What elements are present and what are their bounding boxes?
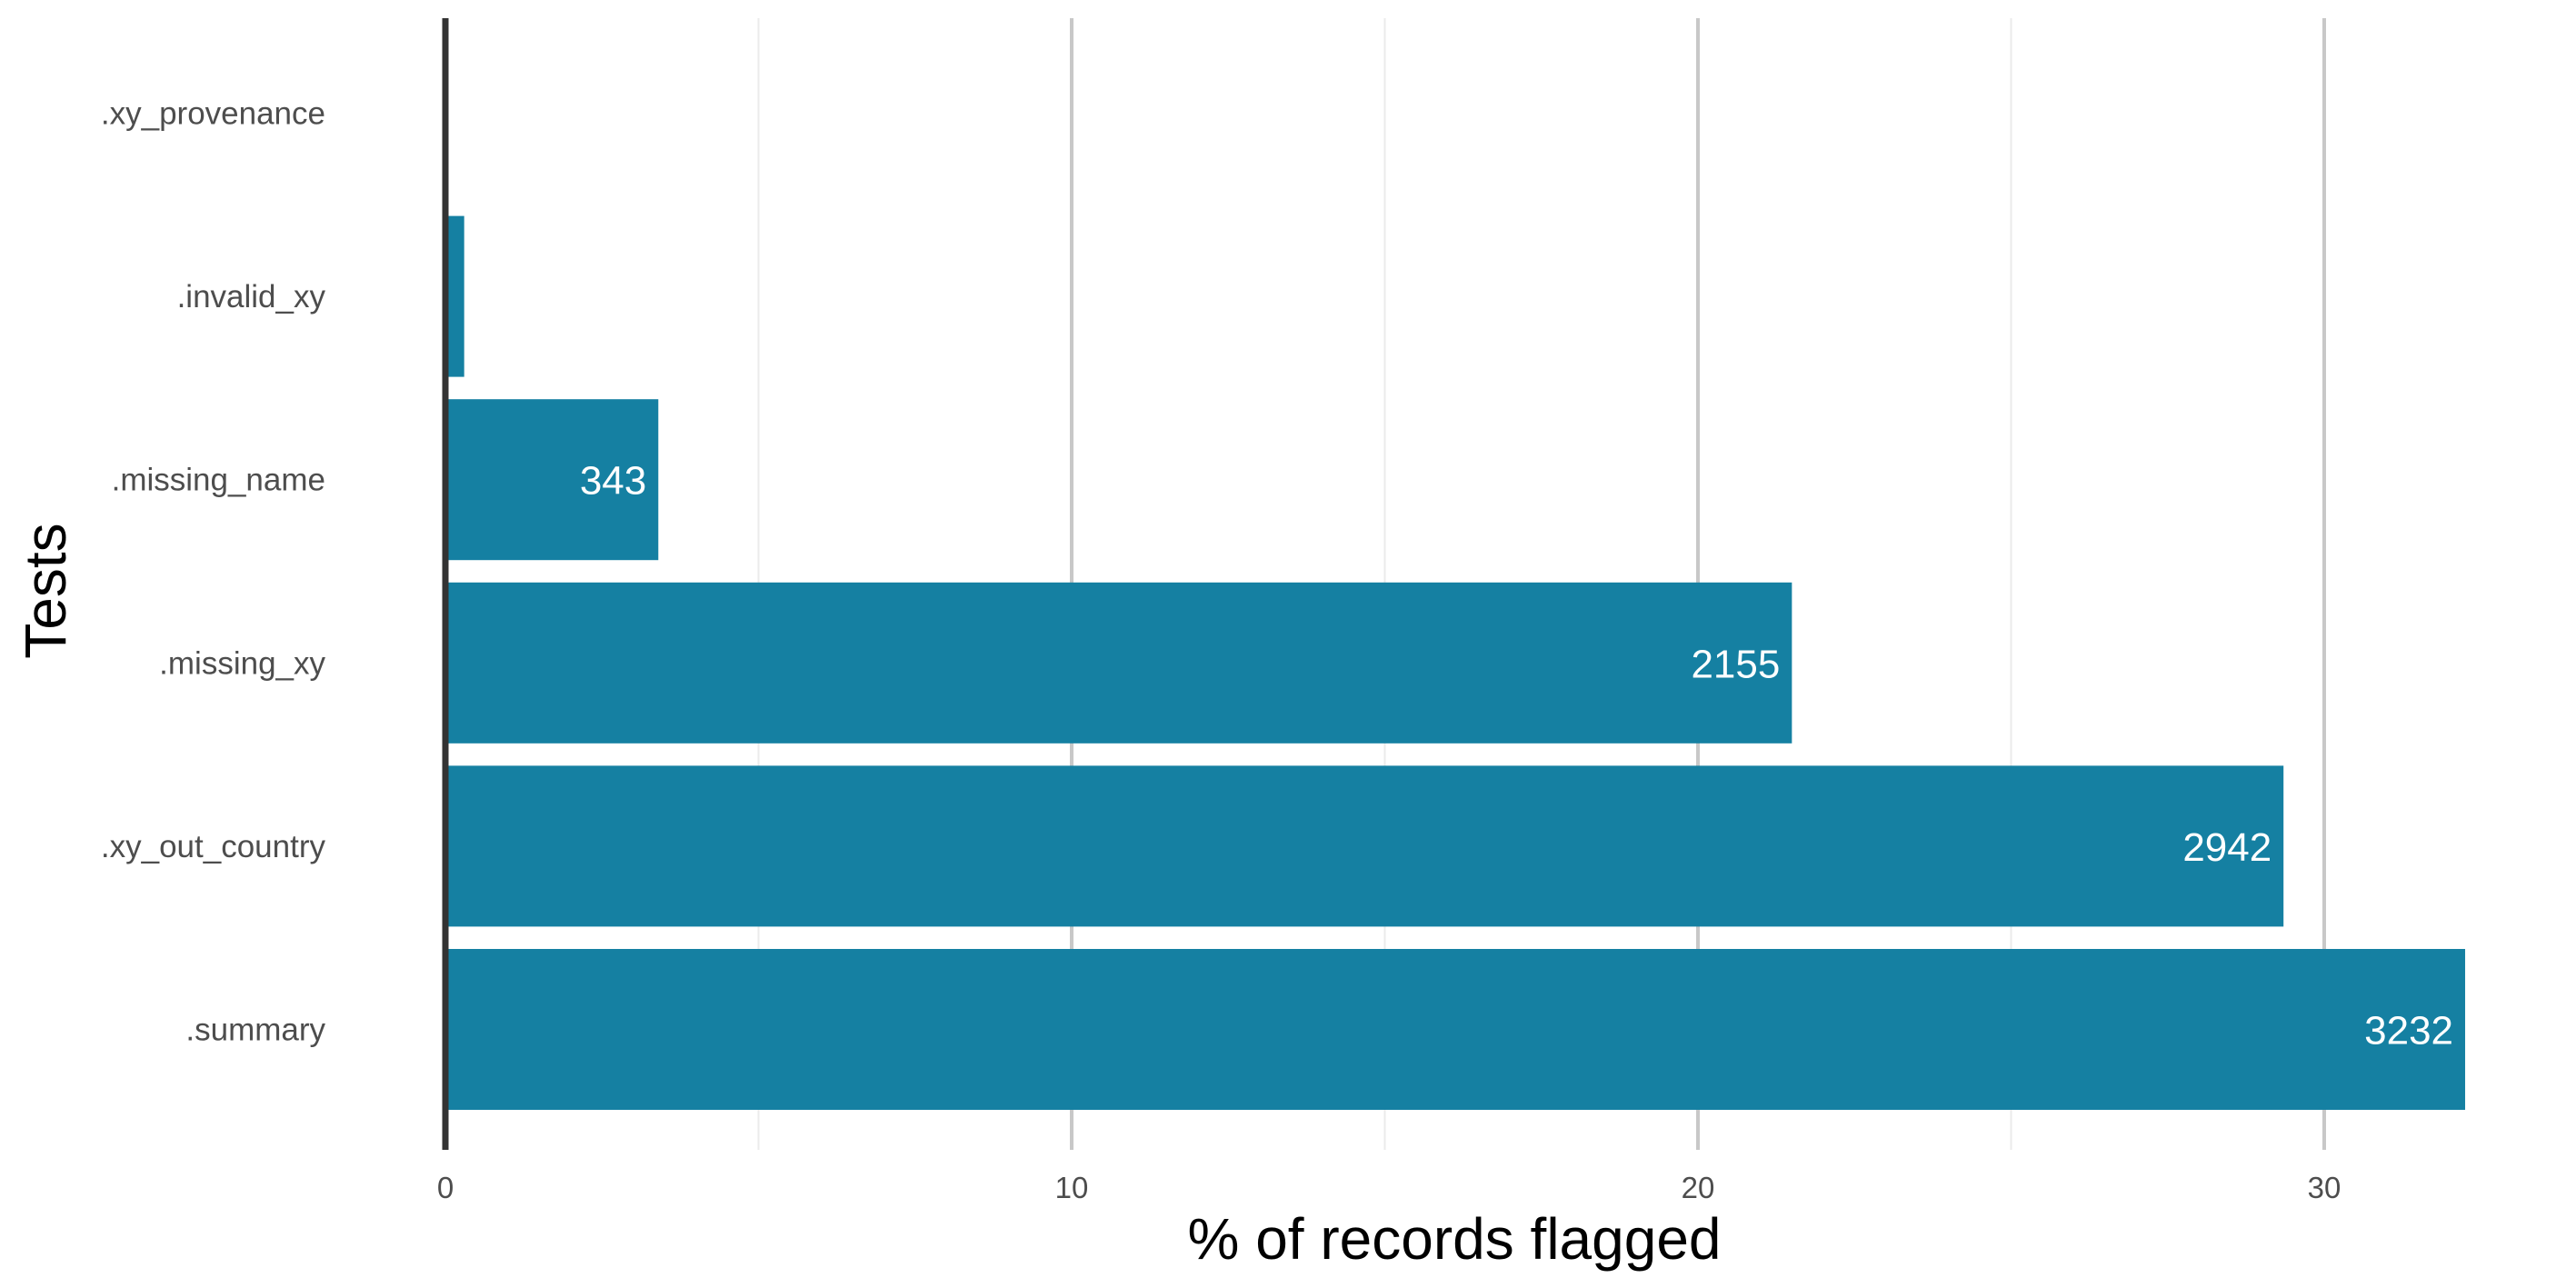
bar-value-labels: 343 2155 2942 3232 (580, 459, 2453, 1053)
y-tick-label: .xy_out_country (101, 829, 326, 864)
x-tick-label: 10 (1055, 1171, 1089, 1204)
x-axis-title: % of records flagged (1188, 1206, 1722, 1272)
y-axis-title: Tests (13, 523, 78, 658)
y-tick-label: .missing_xy (159, 645, 325, 681)
bar (445, 582, 1792, 744)
bar-value-label: 343 (580, 459, 646, 504)
bar (445, 215, 464, 377)
y-tick-label: .xy_provenance (101, 96, 325, 132)
y-axis-tick-labels: .xy_provenance .invalid_xy .missing_name .m… (101, 96, 326, 1048)
bar-value-label: 2155 (1691, 642, 1780, 686)
y-tick-label: .invalid_xy (177, 279, 326, 315)
x-tick-label: 0 (437, 1171, 454, 1204)
bar-value-label: 2942 (2182, 825, 2271, 870)
bars (445, 215, 2466, 1110)
bar (445, 949, 2466, 1110)
y-tick-label: .missing_name (112, 463, 325, 498)
bar (445, 765, 2284, 927)
x-axis-tick-labels: 0 10 20 30 (437, 1171, 2341, 1204)
bar-value-label: 3232 (2364, 1009, 2453, 1053)
y-tick-label: .summary (185, 1013, 325, 1048)
bar (445, 399, 659, 561)
x-tick-label: 20 (1682, 1171, 1715, 1204)
x-tick-label: 30 (2308, 1171, 2341, 1204)
